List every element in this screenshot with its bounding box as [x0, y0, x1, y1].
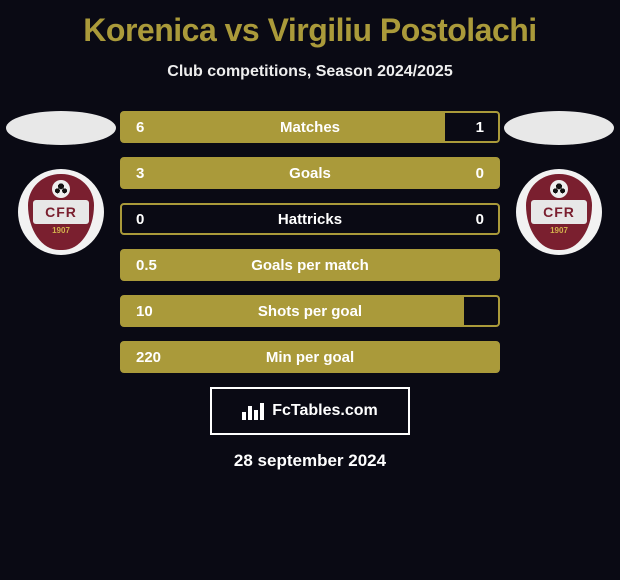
page-title: Korenica vs Virgiliu Postolachi: [0, 0, 620, 49]
stat-right-value: 0: [438, 165, 498, 182]
stat-left-value: 3: [122, 165, 182, 182]
left-player-oval: [6, 111, 116, 145]
stat-label: Goals: [182, 165, 438, 182]
right-player-oval: [504, 111, 614, 145]
club-crest-icon: CFR 1907: [28, 174, 94, 250]
stat-bar: 0Hattricks0: [120, 203, 500, 235]
stat-label: Hattricks: [182, 211, 438, 228]
stat-left-value: 220: [122, 349, 182, 366]
crest-text: CFR: [33, 200, 89, 224]
stat-bar: 6Matches1: [120, 111, 500, 143]
stat-bars: 6Matches13Goals00Hattricks00.5Goals per …: [120, 111, 500, 373]
stat-bar: 220Min per goal: [120, 341, 500, 373]
stat-bar: 0.5Goals per match: [120, 249, 500, 281]
stat-label: Shots per goal: [182, 303, 438, 320]
stat-label: Goals per match: [182, 257, 438, 274]
date-text: 28 september 2024: [0, 451, 620, 471]
stat-left-value: 0.5: [122, 257, 182, 274]
crest-year: 1907: [52, 226, 70, 235]
stat-bar: 10Shots per goal: [120, 295, 500, 327]
stat-label: Matches: [182, 119, 438, 136]
crest-year: 1907: [550, 226, 568, 235]
stat-right-value: 1: [438, 119, 498, 136]
stat-left-value: 10: [122, 303, 182, 320]
attribution-box: FcTables.com: [210, 387, 410, 435]
stat-left-value: 0: [122, 211, 182, 228]
comparison-panel: CFR 1907 CFR 1907 6Matches13Goals00Hattr…: [0, 111, 620, 471]
bar-chart-icon: [242, 402, 266, 420]
stat-right-value: 0: [438, 211, 498, 228]
subtitle: Club competitions, Season 2024/2025: [0, 63, 620, 81]
stat-bar: 3Goals0: [120, 157, 500, 189]
crest-ball-icon: [52, 180, 70, 198]
club-crest-icon: CFR 1907: [526, 174, 592, 250]
stat-label: Min per goal: [182, 349, 438, 366]
attribution-text: FcTables.com: [272, 402, 378, 420]
left-club-logo: CFR 1907: [18, 169, 104, 255]
crest-ball-icon: [550, 180, 568, 198]
stat-left-value: 6: [122, 119, 182, 136]
right-club-logo: CFR 1907: [516, 169, 602, 255]
crest-text: CFR: [531, 200, 587, 224]
